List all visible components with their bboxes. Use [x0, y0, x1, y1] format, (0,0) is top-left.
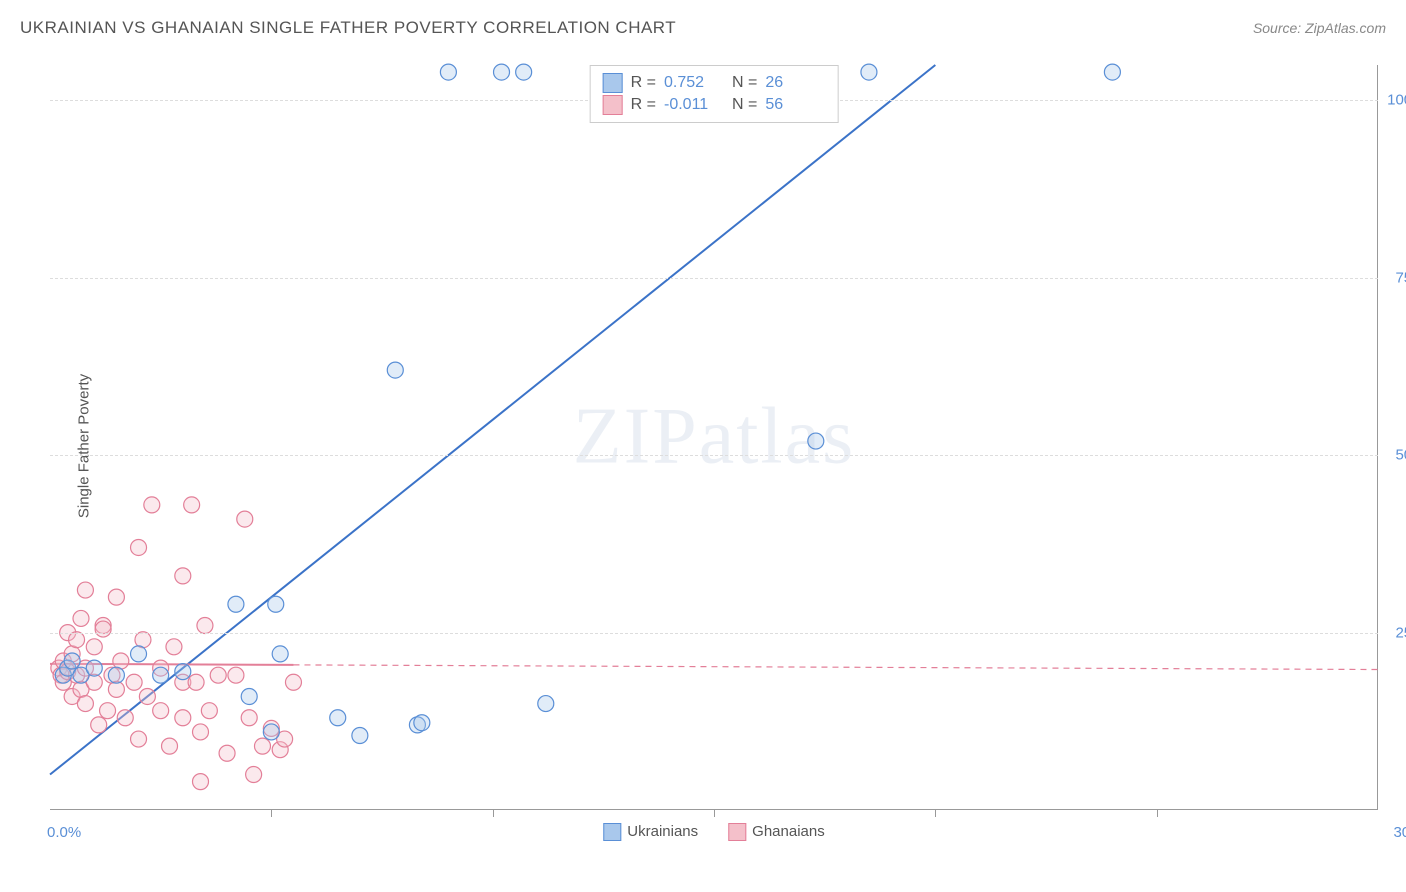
data-point — [285, 674, 301, 690]
r-value-ukrainians: 0.752 — [664, 74, 724, 92]
legend-swatch-ghanaians — [603, 95, 623, 115]
data-point — [352, 728, 368, 744]
data-point — [197, 618, 213, 634]
data-point — [175, 664, 191, 680]
data-point — [162, 738, 178, 754]
data-point — [131, 646, 147, 662]
x-tick — [935, 809, 936, 817]
x-tick-label-min: 0.0% — [47, 824, 81, 841]
title-bar: UKRAINIAN VS GHANAIAN SINGLE FATHER POVE… — [20, 18, 1386, 38]
data-point — [193, 724, 209, 740]
r-value-ghanaians: -0.011 — [664, 96, 724, 114]
x-tick-label-max: 30.0% — [1393, 824, 1406, 841]
data-point — [77, 696, 93, 712]
data-point — [228, 596, 244, 612]
data-point — [100, 703, 116, 719]
data-point — [64, 653, 80, 669]
x-tick — [271, 809, 272, 817]
y-tick-label: 25.0% — [1395, 624, 1406, 641]
data-point — [126, 674, 142, 690]
y-tick-label: 75.0% — [1395, 269, 1406, 286]
data-point — [516, 64, 532, 80]
data-point — [131, 539, 147, 555]
data-point — [153, 703, 169, 719]
legend-label-ghanaians: Ghanaians — [752, 823, 825, 840]
legend-swatch-ukrainians-bottom — [603, 823, 621, 841]
data-point — [241, 688, 257, 704]
data-point — [193, 774, 209, 790]
data-point — [139, 688, 155, 704]
x-tick — [493, 809, 494, 817]
data-point — [210, 667, 226, 683]
data-point — [268, 596, 284, 612]
gridline-h — [50, 278, 1378, 279]
legend-item-ukrainians: Ukrainians — [603, 823, 698, 841]
legend-row-ukrainians: R = 0.752 N = 26 — [603, 73, 826, 93]
data-point — [153, 667, 169, 683]
data-point — [861, 64, 877, 80]
y-tick-label: 100.0% — [1387, 92, 1406, 109]
n-value-ukrainians: 26 — [765, 74, 825, 92]
data-point — [175, 568, 191, 584]
r-label-ghanaians: R = — [631, 96, 656, 114]
data-point — [201, 703, 217, 719]
data-point — [494, 64, 510, 80]
x-tick — [714, 809, 715, 817]
data-point — [77, 582, 93, 598]
data-point — [440, 64, 456, 80]
data-point — [808, 433, 824, 449]
data-point — [184, 497, 200, 513]
data-point — [108, 589, 124, 605]
data-point — [86, 660, 102, 676]
data-point — [241, 710, 257, 726]
data-point — [246, 767, 262, 783]
legend-swatch-ghanaians-bottom — [728, 823, 746, 841]
data-point — [131, 731, 147, 747]
data-point — [188, 674, 204, 690]
data-point — [144, 497, 160, 513]
source-label: Source: ZipAtlas.com — [1253, 20, 1386, 36]
data-point — [272, 646, 288, 662]
n-value-ghanaians: 56 — [765, 96, 825, 114]
data-point — [91, 717, 107, 733]
data-point — [69, 632, 85, 648]
legend-item-ghanaians: Ghanaians — [728, 823, 825, 841]
data-point — [166, 639, 182, 655]
data-point — [1104, 64, 1120, 80]
data-point — [113, 653, 129, 669]
data-point — [538, 696, 554, 712]
data-point — [86, 639, 102, 655]
gridline-h — [50, 633, 1378, 634]
n-label-ghanaians: N = — [732, 96, 757, 114]
data-point — [263, 724, 279, 740]
data-point — [108, 667, 124, 683]
legend-label-ukrainians: Ukrainians — [627, 823, 698, 840]
legend-row-ghanaians: R = -0.011 N = 56 — [603, 95, 826, 115]
regression-line-dashed — [293, 665, 1378, 670]
n-label-ukrainians: N = — [732, 74, 757, 92]
legend-correlation: R = 0.752 N = 26 R = -0.011 N = 56 — [590, 65, 839, 123]
plot-svg — [50, 65, 1378, 809]
r-label-ukrainians: R = — [631, 74, 656, 92]
data-point — [414, 715, 430, 731]
plot-area: ZIPatlas R = 0.752 N = 26 R = -0.011 N =… — [50, 65, 1378, 810]
data-point — [237, 511, 253, 527]
data-point — [387, 362, 403, 378]
data-point — [228, 667, 244, 683]
data-point — [330, 710, 346, 726]
y-tick-label: 50.0% — [1395, 447, 1406, 464]
data-point — [175, 710, 191, 726]
gridline-h — [50, 455, 1378, 456]
x-tick — [1157, 809, 1158, 817]
data-point — [95, 621, 111, 637]
data-point — [135, 632, 151, 648]
legend-series: Ukrainians Ghanaians — [603, 823, 824, 841]
data-point — [73, 610, 89, 626]
data-point — [254, 738, 270, 754]
chart-title: UKRAINIAN VS GHANAIAN SINGLE FATHER POVE… — [20, 18, 676, 38]
legend-swatch-ukrainians — [603, 73, 623, 93]
data-point — [219, 745, 235, 761]
data-point — [117, 710, 133, 726]
